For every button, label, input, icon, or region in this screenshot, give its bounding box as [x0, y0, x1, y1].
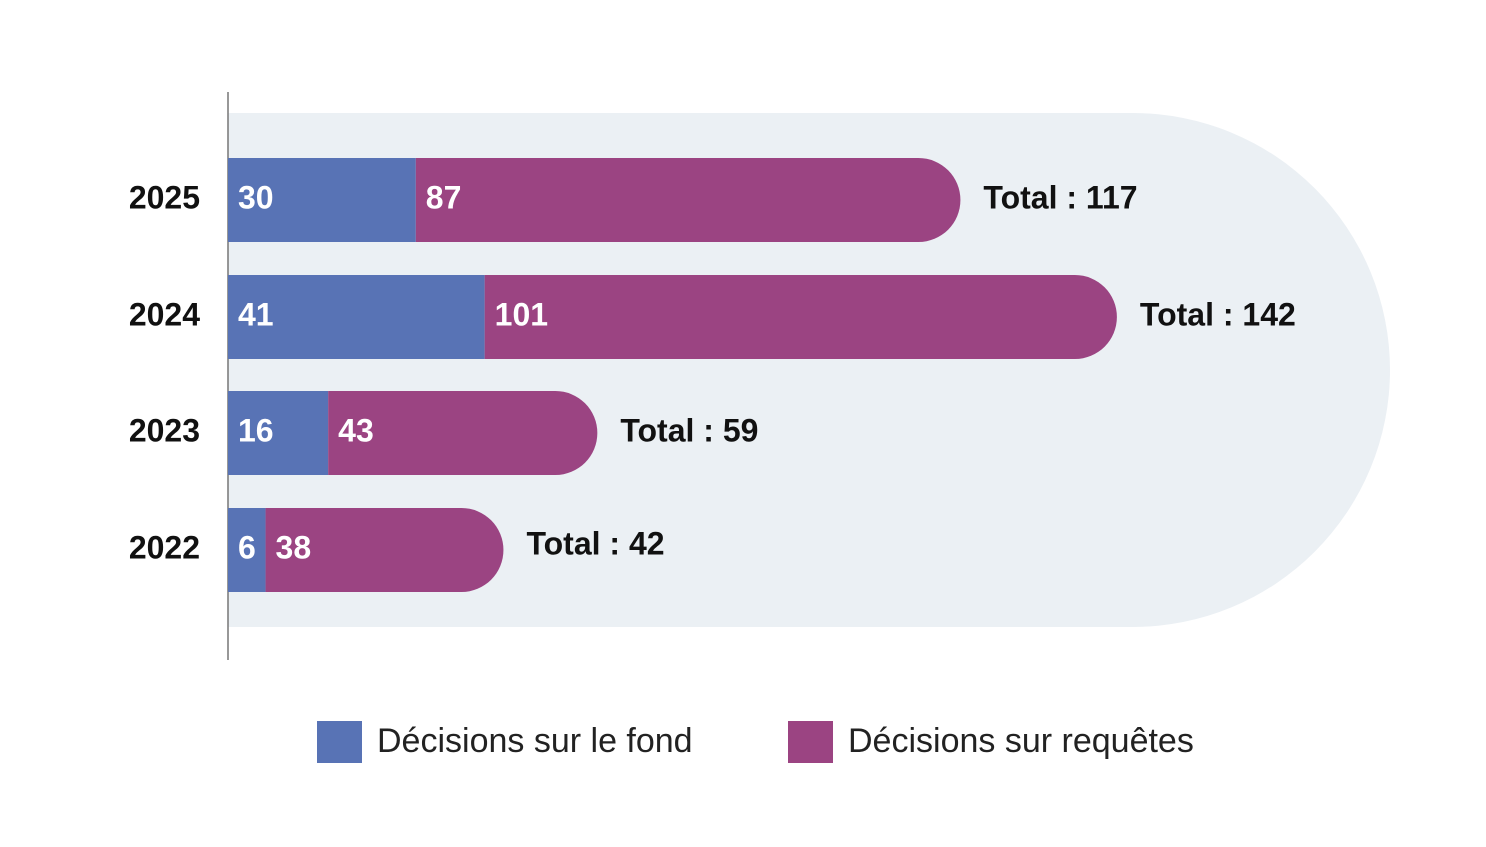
y-tick-label: 2024 — [129, 296, 200, 332]
value-label: 87 — [426, 179, 462, 215]
total-label: Total : 142 — [1140, 296, 1296, 332]
value-label: 101 — [495, 296, 548, 332]
total-label: Total : 59 — [620, 412, 758, 448]
bar-segment — [328, 391, 598, 475]
total-label: Total : 42 — [526, 525, 664, 561]
bar-segment — [228, 275, 485, 359]
legend-label: Décisions sur le fond — [377, 722, 693, 760]
bar-segment — [265, 508, 504, 592]
value-label: 38 — [276, 529, 312, 565]
bar-segment — [484, 275, 1117, 359]
y-tick-label: 2022 — [129, 529, 200, 565]
value-label: 16 — [238, 412, 274, 448]
bar-segment — [228, 508, 266, 592]
legend-label: Décisions sur requêtes — [848, 722, 1194, 760]
y-tick-label: 2023 — [129, 412, 200, 448]
bar-segment — [228, 158, 416, 242]
bar-segment — [228, 391, 329, 475]
value-label: 30 — [238, 179, 274, 215]
legend-swatch — [788, 721, 833, 763]
value-label: 43 — [338, 412, 374, 448]
bar-segment — [415, 158, 961, 242]
value-label: 41 — [238, 296, 274, 332]
y-tick-label: 2025 — [129, 179, 200, 215]
legend-swatch — [317, 721, 362, 763]
total-label: Total : 117 — [983, 179, 1137, 215]
value-label: 6 — [238, 529, 256, 565]
